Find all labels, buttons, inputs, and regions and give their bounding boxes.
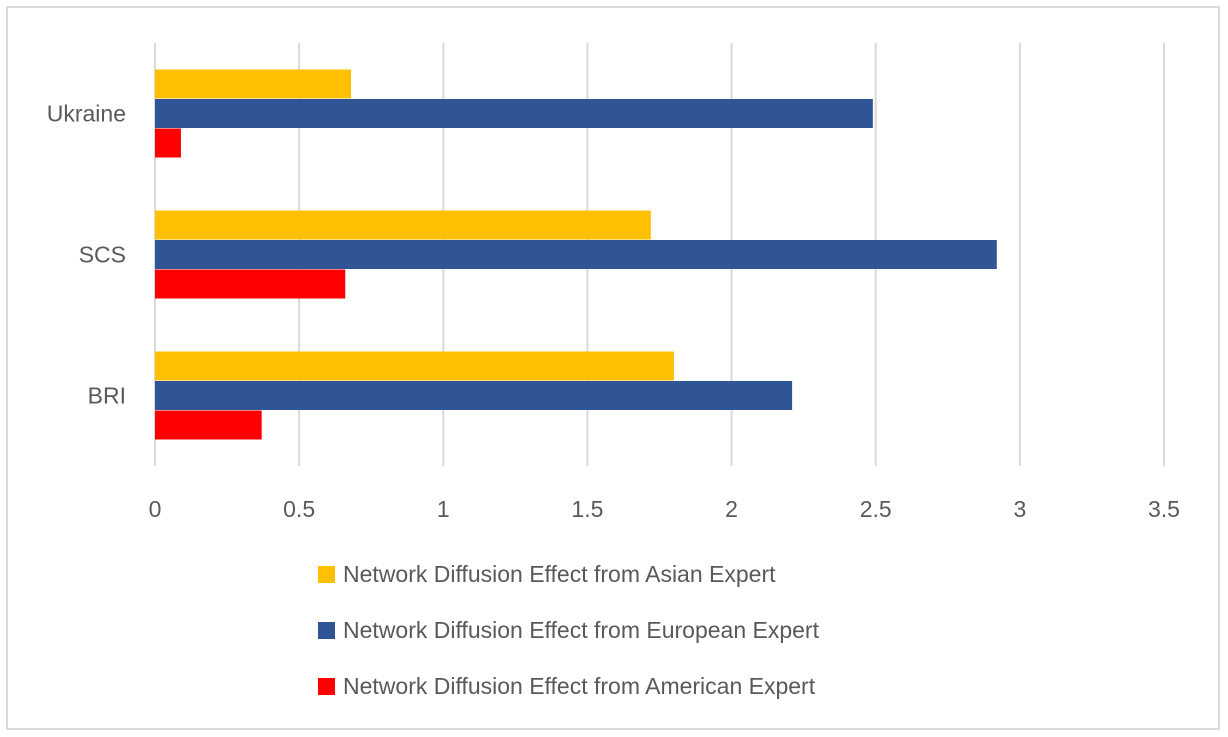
x-tick-label: 0 [149, 496, 162, 522]
legend-swatch-3 [318, 678, 335, 695]
y-category-label-bri: BRI [88, 383, 126, 409]
legend-swatch-2 [318, 622, 335, 639]
legend-label-1: Network Diffusion Effect from Asian Expe… [343, 561, 776, 587]
x-tick-label: 1 [437, 496, 450, 522]
y-category-label-ukraine: Ukraine [47, 101, 126, 127]
x-tick-label: 3 [1013, 496, 1026, 522]
legend-label-2: Network Diffusion Effect from European E… [343, 617, 820, 643]
bar-ukraine-series-1 [155, 69, 352, 99]
bar-bri-series-3 [155, 410, 262, 440]
bars [155, 69, 997, 440]
bar-ukraine-series-3 [155, 128, 181, 158]
bar-scs-series-3 [155, 269, 346, 299]
y-axis-category-labels: BRI SCS Ukraine [47, 101, 126, 409]
x-axis-tick-labels: 0 0.5 1 1.5 2 2.5 3 3.5 [149, 496, 1180, 522]
legend-label-3: Network Diffusion Effect from American E… [343, 673, 816, 699]
x-tick-label: 3.5 [1148, 496, 1180, 522]
bar-ukraine-series-2 [155, 99, 873, 128]
bar-bri-series-1 [155, 351, 674, 381]
x-tick-label: 2 [725, 496, 738, 522]
bar-scs-series-1 [155, 210, 651, 240]
y-category-label-scs: SCS [79, 242, 126, 268]
x-tick-label: 0.5 [283, 496, 315, 522]
x-tick-label: 1.5 [571, 496, 603, 522]
bar-bri-series-2 [155, 381, 793, 410]
bar-scs-series-2 [155, 240, 997, 269]
x-tick-label: 2.5 [860, 496, 892, 522]
legend-swatch-1 [318, 566, 335, 583]
legend: Network Diffusion Effect from Asian Expe… [318, 561, 820, 699]
